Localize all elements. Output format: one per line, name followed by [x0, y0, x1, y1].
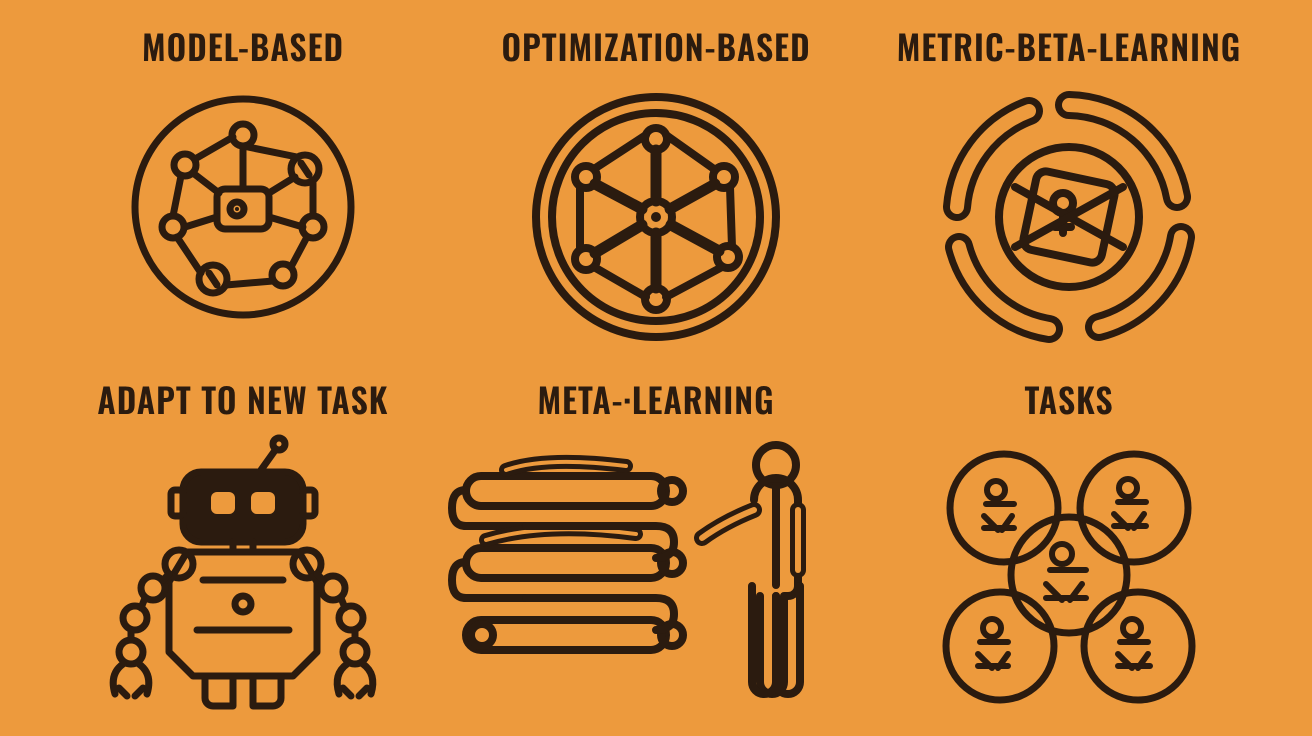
title-adapt-to-new-task: ADAPT TO NEW TASK	[97, 373, 388, 424]
cell-model-based: MODEL-BASED	[40, 20, 446, 373]
person-conveyors-icon	[446, 430, 866, 720]
network-core-circle-icon	[113, 77, 373, 337]
cell-adapt-to-new-task: ADAPT TO NEW TASK	[40, 373, 446, 726]
infographic-canvas: MODEL-BASED	[0, 0, 1312, 736]
title-model-based: MODEL-BASED	[142, 20, 344, 71]
segmented-dial-icon	[929, 77, 1209, 357]
cell-optimization-based: OPTIMIZATION-BASED	[446, 20, 866, 373]
robot-icon	[83, 430, 403, 720]
title-metric-beta-learning: METRIC-BETA-LEARNING	[897, 20, 1241, 71]
radial-graph-circle-icon	[516, 77, 796, 357]
cell-meta-learning: META-·LEARNING	[446, 373, 866, 726]
title-optimization-based: OPTIMIZATION-BASED	[501, 20, 810, 71]
title-tasks: TASKS	[1025, 373, 1114, 424]
cell-tasks: TASKS	[866, 373, 1272, 726]
title-meta-learning: META-·LEARNING	[537, 373, 774, 424]
task-cluster-icon	[914, 430, 1224, 720]
cell-metric-beta-learning: METRIC-BETA-LEARNING	[866, 20, 1272, 373]
